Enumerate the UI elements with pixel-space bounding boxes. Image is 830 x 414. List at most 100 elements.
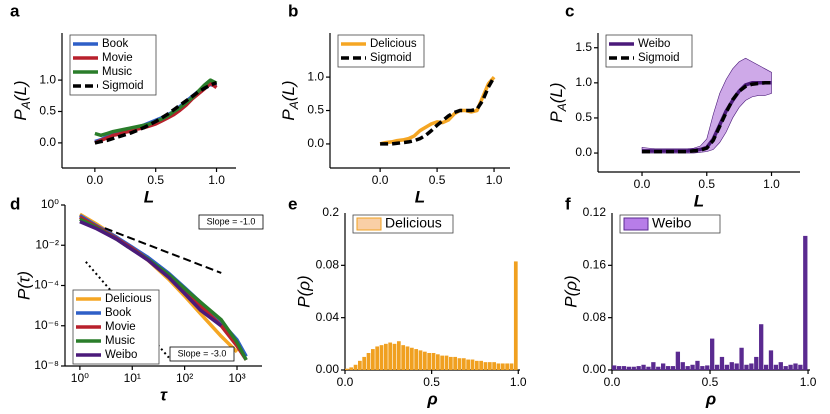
series-line (379, 75, 496, 146)
y-axis-label-part: A (19, 101, 33, 110)
bar (656, 366, 661, 370)
y-tick-label: 1.5 (575, 40, 592, 54)
x-tick-label: 0.5 (698, 177, 715, 191)
bar (422, 351, 427, 370)
legend-label: Delicious (105, 293, 152, 305)
x-tick-label: 1.0 (763, 177, 780, 191)
panel-label: b (288, 1, 298, 20)
bar (370, 349, 375, 370)
x-tick-label: 0.5 (429, 173, 446, 187)
y-axis-label-part: (L) (279, 80, 298, 101)
bar (392, 343, 397, 370)
bar (729, 362, 734, 370)
series-line (642, 81, 772, 154)
legend-label: Book (102, 38, 128, 50)
bar (353, 364, 358, 370)
y-tick-label: 1.0 (307, 69, 324, 83)
x-axis-label: ρ (426, 389, 437, 408)
y-tick-label: 10⁻⁶ (34, 318, 59, 332)
bar (435, 354, 440, 370)
legend-swatch (623, 217, 649, 231)
bar (440, 355, 445, 370)
bar (616, 366, 622, 370)
bar (749, 363, 754, 370)
panel: e 0.0 0.5 1.0 0.00 0.04 0.08 0.2 ρ P(ρ) Delicious (288, 194, 527, 408)
bar (479, 360, 484, 370)
y-tick-label: 10⁰ (41, 197, 59, 211)
bar (427, 352, 432, 370)
y-tick-label: 0.16 (583, 258, 607, 272)
band (641, 57, 772, 154)
x-tick-label: 1.0 (800, 375, 817, 389)
panel-label: d (10, 194, 20, 213)
bar (375, 346, 380, 370)
bar (685, 366, 690, 370)
bar (505, 363, 510, 370)
legend-label: Weibo (652, 215, 692, 231)
panel: c 0.0 0.5 1.0 0.0 0.5 1.0 1.5 L PA(L) Weibo Sigmoid (547, 1, 800, 210)
x-tick-label: 0.0 (87, 173, 104, 187)
panel: d 10⁰ 10¹ 10² 10³ 10⁰ 10⁻² 10⁻⁴ 10⁻⁶ 10⁻⁸ τ P(τ) Slo… (10, 194, 264, 404)
legend-label: Music (105, 335, 135, 347)
bar (383, 343, 388, 370)
bar (357, 360, 362, 370)
guide-label-box (198, 214, 264, 230)
bar (793, 363, 798, 370)
bar (690, 364, 695, 370)
panel-label: f (565, 194, 571, 213)
guide-label-box (169, 346, 235, 362)
bar (362, 356, 367, 370)
panel-label: c (565, 1, 574, 20)
bar (414, 349, 419, 370)
legend-box (605, 34, 693, 68)
bar (500, 363, 505, 370)
x-tick-label: 0.0 (372, 173, 389, 187)
bar (739, 347, 744, 370)
y-tick-label: 0.08 (316, 258, 340, 272)
legend-label: Weibo (638, 38, 670, 50)
x-axis-label: L (694, 191, 704, 210)
bar (409, 347, 414, 370)
x-axis-label: L (144, 187, 154, 206)
x-axis-label: L (415, 187, 425, 206)
bar (366, 352, 371, 370)
bar (509, 363, 514, 370)
x-tick-label: 10¹ (124, 371, 141, 385)
bar (492, 362, 497, 370)
bar (651, 362, 656, 370)
bar (470, 359, 475, 370)
legend-label: Music (102, 66, 132, 78)
bar (803, 235, 808, 370)
x-tick-label: 0.0 (634, 177, 651, 191)
y-axis-label: PA(L) (547, 82, 569, 122)
bar (744, 364, 749, 370)
bar (680, 362, 685, 370)
bar (461, 358, 466, 370)
bar (646, 366, 651, 370)
legend-label: Movie (102, 52, 133, 64)
bar (401, 345, 406, 370)
bar (661, 363, 666, 370)
y-axis-label-part: A (555, 103, 569, 112)
bar (483, 362, 488, 370)
bar (405, 346, 410, 370)
legend-label: Delicious (385, 215, 442, 231)
panel: a 0.0 0.5 1.0 0.0 0.5 1.0 L PA(L) Book Movie Music S… (10, 1, 236, 206)
bar (783, 366, 788, 370)
series-line (79, 219, 223, 328)
bar (621, 366, 627, 370)
bar (466, 359, 471, 370)
y-tick-label: 0.5 (307, 103, 324, 117)
y-tick-label: 0.0 (307, 136, 324, 150)
x-axis-label: ρ (705, 389, 716, 408)
y-tick-label: 0.0 (575, 145, 592, 159)
x-tick-label: 10² (176, 371, 193, 385)
series-line (94, 80, 218, 145)
panel: f 0.0 0.5 1.0 0.00 0.08 0.16 0.12 ρ P(ρ) Weibo (561, 194, 816, 408)
y-tick-label: 0.04 (316, 310, 340, 324)
bar (636, 366, 641, 370)
bar (631, 366, 636, 370)
bar (754, 356, 759, 370)
legend-label: Sigmoid (370, 52, 412, 64)
